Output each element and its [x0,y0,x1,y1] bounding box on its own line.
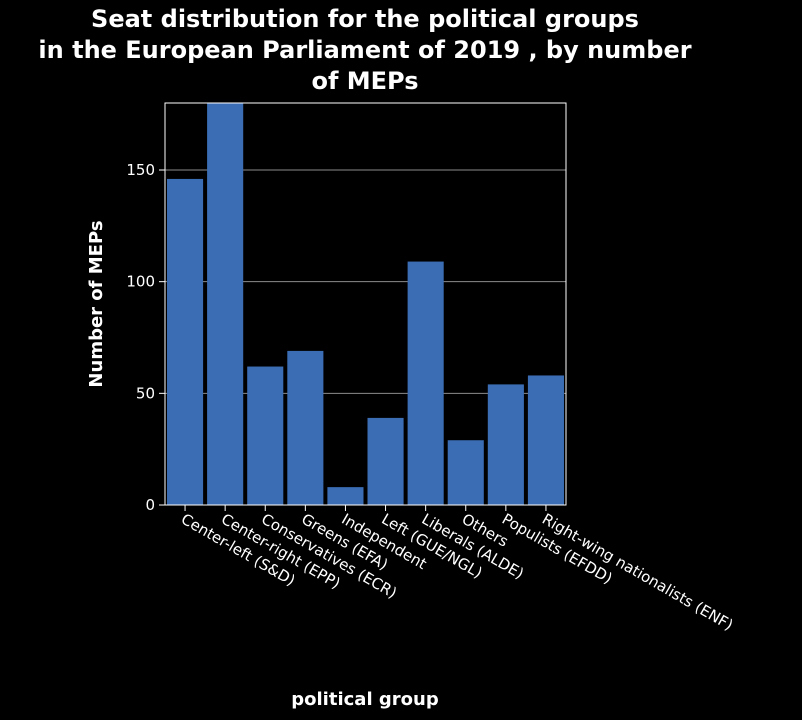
bars [167,103,564,505]
y-tick-label: 100 [126,273,155,291]
chart-title: Seat distribution for the political grou… [0,4,730,97]
bar [367,417,404,505]
bar [207,103,244,505]
bar [287,350,324,505]
plot-frame [164,102,567,506]
bar [487,384,524,505]
bar [447,440,484,505]
bar [247,366,284,505]
chart-title-line: of MEPs [311,67,419,95]
x-tick-label: Right-wing nationalists (ENF) [539,510,736,634]
y-tick-label: 0 [145,496,155,514]
y-axis-title: Number of MEPs [86,220,107,387]
bar [407,261,444,505]
chart-title-line: Seat distribution for the political grou… [91,5,639,33]
chart-title-line: in the European Parliament of 2019 , by … [38,36,692,64]
x-axis-title: political group [291,689,439,710]
bar [327,487,364,505]
bar [167,178,204,505]
bar [527,375,564,505]
y-tick-label: 50 [136,384,155,402]
y-tick-label: 150 [126,161,155,179]
